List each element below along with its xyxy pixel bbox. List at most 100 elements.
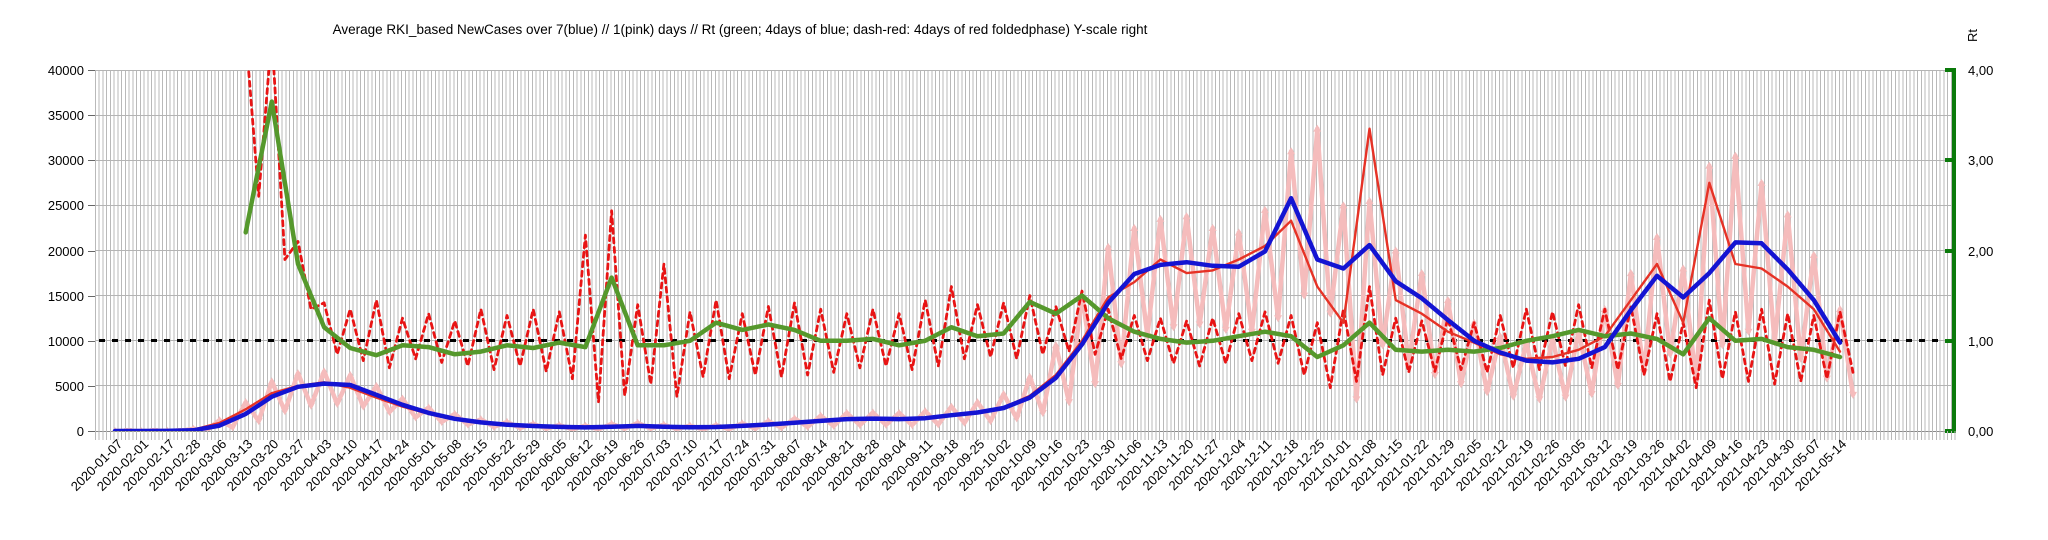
pink-arrow-marker: [1679, 264, 1688, 272]
pink-arrow-marker: [1169, 324, 1178, 332]
pink-arrow-marker: [1326, 310, 1335, 318]
h-gridline: [95, 114, 1956, 116]
left-axis-tick: [88, 115, 95, 117]
pink-arrow-marker: [1012, 415, 1021, 423]
pink-arrow-marker: [1613, 382, 1622, 390]
right-axis-tick: [1945, 68, 1956, 72]
pink-arrow-marker: [1809, 251, 1818, 259]
pink-arrow-marker: [1587, 390, 1596, 398]
pink-arrow-marker: [1430, 372, 1439, 380]
pink-arrow-marker: [1822, 375, 1831, 383]
pink-arrow-marker: [346, 371, 355, 379]
pink-arrow-marker: [829, 423, 838, 431]
pink-arrow-marker: [1051, 341, 1060, 349]
left-axis-tick-label: 10000: [47, 333, 84, 349]
pink-arrow-marker: [424, 403, 433, 411]
series-blue-7day-line: [112, 195, 1843, 431]
right-axis-tick-label: 1,00: [1968, 333, 1994, 349]
pink-arrow-marker: [1391, 246, 1400, 254]
pink-arrow-marker: [307, 402, 316, 410]
pink-arrow-marker: [1274, 315, 1283, 323]
left-axis-tick: [88, 340, 95, 342]
pink-arrow-marker: [1104, 242, 1113, 250]
pink-arrow-marker: [385, 409, 394, 417]
pink-arrow-marker: [1156, 214, 1165, 222]
pink-arrow-marker: [1496, 332, 1505, 340]
pink-arrow-marker: [1064, 399, 1073, 407]
pink-arrow-marker: [986, 418, 995, 426]
right-axis-tick: [1945, 158, 1956, 163]
pink-arrow-marker: [1208, 223, 1217, 231]
pink-arrow-marker: [816, 411, 825, 419]
pink-arrow-marker: [241, 398, 250, 406]
pink-arrow-marker: [1849, 391, 1858, 399]
pink-arrow-marker: [1561, 394, 1570, 402]
pink-arrow-marker: [1757, 178, 1766, 186]
left-axis-tick-label: 0: [76, 424, 84, 439]
pink-arrow-marker: [1195, 321, 1204, 329]
right-axis-tick-label: 4,00: [1968, 63, 1994, 78]
pink-arrow-marker: [921, 407, 930, 415]
pink-arrow-marker: [777, 424, 786, 431]
left-axis-tick: [88, 431, 95, 432]
pink-arrow-marker: [842, 408, 851, 416]
pink-arrow-marker: [1260, 205, 1269, 213]
pink-arrow-marker: [1535, 396, 1544, 404]
left-axis-tick-label: 20000: [47, 243, 84, 259]
series-red-foldedphase-line: [113, 127, 1842, 431]
pink-arrow-marker: [1718, 342, 1727, 350]
left-axis-tick-label: 15000: [47, 288, 84, 304]
pink-arrow-marker: [1509, 393, 1518, 401]
pink-arrow-marker: [372, 381, 381, 389]
pink-arrow-marker: [1796, 355, 1805, 363]
h-gridline: [95, 159, 1956, 161]
left-axis-tick: [88, 295, 95, 297]
pink-arrow-marker: [1835, 305, 1844, 313]
series-rt-dash-red-line: [247, 70, 1855, 404]
pink-arrow-marker: [1705, 161, 1714, 169]
pink-arrow-marker: [790, 414, 799, 422]
pink-arrow-marker: [947, 402, 956, 410]
pink-arrow-marker: [803, 423, 812, 431]
pink-arrow-marker: [1038, 409, 1047, 417]
pink-arrow-marker: [280, 408, 289, 416]
left-axis-tick: [88, 205, 95, 207]
right-axis-tick-label: 3,00: [1968, 153, 1994, 169]
pink-arrow-marker: [333, 400, 342, 408]
rt-1-reference-line: [99, 339, 1952, 343]
pink-arrow-marker: [398, 394, 407, 402]
pink-arrow-marker: [437, 418, 446, 426]
right-axis-title: Rt: [1965, 29, 1980, 42]
left-axis-tick: [88, 160, 95, 162]
pink-arrow-marker: [1443, 296, 1452, 304]
pink-arrow-marker: [320, 367, 329, 375]
pink-arrow-marker: [228, 424, 237, 431]
right-axis-tick: [1945, 248, 1956, 253]
pink-arrow-marker: [1313, 124, 1322, 132]
pink-arrow-marker: [895, 408, 904, 416]
pink-arrow-marker: [908, 422, 917, 430]
right-axis-tick-label: 2,00: [1968, 243, 1994, 259]
h-gridline: [95, 250, 1956, 251]
h-gridline: [95, 204, 1956, 206]
left-axis-tick-label: 30000: [47, 153, 84, 169]
pink-arrow-marker: [882, 421, 891, 429]
left-axis-tick: [88, 70, 95, 71]
pink-arrow-marker: [855, 422, 864, 430]
pink-arrow-marker: [868, 408, 877, 416]
data-series-layer: [112, 70, 1858, 431]
pink-arrow-marker: [1234, 228, 1243, 236]
pink-arrow-marker: [1339, 201, 1348, 209]
left-axis-tick: [88, 250, 95, 252]
chart-title: Average RKI_based NewCases over 7(blue) …: [332, 22, 1148, 37]
pink-arrow-marker: [1117, 361, 1126, 369]
pink-arrow-marker: [1744, 328, 1753, 336]
pink-arrow-marker: [1182, 212, 1191, 220]
pink-arrow-marker: [463, 421, 472, 429]
left-axis-tick-label: 40000: [47, 63, 84, 78]
pink-arrow-marker: [254, 418, 263, 426]
pink-arrow-marker: [1025, 372, 1034, 380]
pink-arrow-marker: [1483, 389, 1492, 397]
pink-arrow-marker: [1731, 151, 1740, 159]
left-axis-tick-label: 25000: [47, 198, 84, 214]
